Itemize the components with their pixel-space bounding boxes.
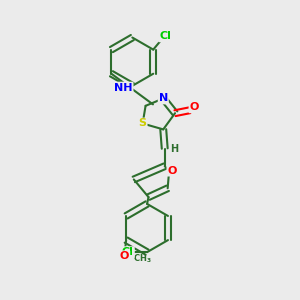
Text: NH: NH — [114, 82, 133, 93]
Text: N: N — [159, 94, 168, 103]
Text: Cl: Cl — [159, 31, 171, 41]
Text: H: H — [170, 144, 178, 154]
Text: $\mathregular{CH_3}$: $\mathregular{CH_3}$ — [133, 252, 152, 265]
Text: O: O — [120, 251, 129, 261]
Text: O: O — [190, 102, 199, 112]
Text: S: S — [139, 118, 147, 128]
Text: O: O — [167, 166, 177, 176]
Text: Cl: Cl — [122, 247, 134, 257]
